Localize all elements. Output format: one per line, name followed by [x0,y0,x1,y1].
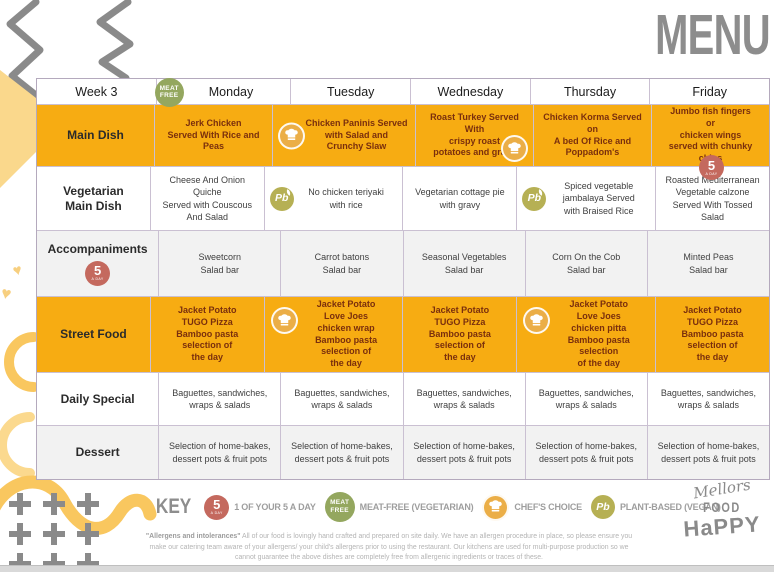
menu-cell: Jacket Potato TUGO Pizza Bamboo pasta se… [403,297,518,373]
menu-cell: Baguettes, sandwiches, wraps & salads [281,373,404,426]
plant-based-icon: Pb [269,186,294,211]
key-item-chefs-choice: CHEF'S CHOICE [482,493,582,521]
menu-cell: Seasonal Vegetables Salad bar [403,231,526,297]
key-item-meat-free: MEAT FREE MEAT-FREE (VEGETARIAN) [324,492,474,522]
row-dessert: Dessert Selection of home-bakes, dessert… [37,426,770,479]
menu-cell: Roast Turkey Served With crispy roast po… [416,105,534,167]
row-vegetarian-main-dish: Vegetarian Main Dish Cheese And Onion Qu… [37,155,769,231]
row-street-food: Street Food Jacket Potato TUGO Pizza Bam… [37,297,769,373]
row-label-dessert: Dessert [37,426,160,479]
menu-cell: Selection of home-bakes, dessert pots & … [281,426,404,479]
plus-grid-icon [9,493,99,572]
chefs-choice-icon [482,493,510,521]
meat-free-icon: MEAT FREE [324,492,355,522]
menu-cell: Selection of home-bakes, dessert pots & … [159,426,282,479]
day-header-thursday: Thursday [530,79,651,105]
menu-cell: Baguettes, sandwiches, wraps & salads [159,373,282,426]
menu-cell: Jerk Chicken Served With Rice and Peas [155,105,273,167]
allergen-note-body: All of our food is lovingly hand crafted… [149,533,633,562]
chefs-choice-icon [270,307,298,334]
day-header-monday: MEAT FREE Monday [154,78,292,107]
row-main-dish: Main Dish Jerk Chicken Served With Rice … [37,105,769,167]
menu-cell: Minted Peas Salad bar [647,231,770,297]
plant-based-icon: Pb [522,186,547,211]
allergen-note: "Allergens and intolerances" All of our … [142,532,636,564]
menu-cell: Jacket Potato TUGO Pizza Bamboo pasta se… [150,297,265,373]
menu-cell: Sweetcorn Salad bar [159,231,282,297]
menu-cell: Corn On the Cob Salad bar [525,231,648,297]
menu-cell: Cheese And Onion Quiche Served with Cous… [150,167,265,231]
menu-cell: Pb No chicken teriyaki with rice [264,167,404,231]
plant-based-icon: Pb [590,491,719,519]
day-header-friday: Friday [650,79,770,105]
heart-icon: ♥ [11,261,24,280]
menu-cell: Baguettes, sandwiches, wraps & salads [525,373,648,426]
row-label-daily-special: Daily Special [37,373,160,426]
brand-logo: Mellors FOOD HaPPY [676,476,768,542]
yellow-corner-shape [0,70,36,188]
menu-cell: Vegetarian cottage pie with gravy [403,167,518,231]
menu-cell: Selection of home-bakes, dessert pots & … [525,426,648,479]
menu-cell: Jacket Potato TUGO Pizza Bamboo pasta se… [656,297,769,373]
meat-free-icon: MEAT FREE [154,78,184,107]
menu-cell: Baguettes, sandwiches, wraps & salads [403,373,526,426]
menu-cell: Pb Spiced vegetable jambalaya Served wit… [517,167,657,231]
menu-cell: Baguettes, sandwiches, wraps & salads [647,373,770,426]
chefs-choice-icon [523,307,551,334]
bottom-edge-strip [0,565,774,572]
logo-food: FOOD [703,499,741,515]
week-label: Week 3 [37,79,157,105]
menu-table: Week 3 MEAT FREE Monday Tuesday Wednesday… [36,78,770,480]
page-title: MENU [655,3,770,67]
menu-cell: Chicken Korma Served on A bed Of Rice an… [534,105,652,167]
day-header-wednesday: Wednesday [411,79,531,105]
wave-squiggle-icon [0,475,157,535]
menu-cell: Chicken Paninis Served with Salad and Cr… [273,105,416,167]
heart-icon: ♥ [0,283,14,304]
row-label-street-food: Street Food [37,297,151,373]
menu-cell: Jacket Potato Love Joes chicken wrap Bam… [264,297,404,373]
day-header-tuesday: Tuesday [291,79,412,105]
chefs-choice-icon [278,122,305,149]
key-item-plant-based: Pb PLANT-BASED (VEGAN) [590,491,721,519]
menu-cell: Selection of home-bakes, dessert pots & … [647,426,770,479]
row-daily-special: Daily Special Baguettes, sandwiches, wra… [37,373,770,426]
row-label-main-dish: Main Dish [37,105,155,167]
allergen-note-lead: "Allergens and intolerances" [145,533,241,540]
menu-cell: Carrot batons Salad bar [281,231,404,297]
menu-cell: Jacket Potato Love Joes chicken pitta Ba… [517,297,657,373]
row-label-vegetarian: Vegetarian Main Dish [37,167,151,231]
menu-cell: Selection of home-bakes, dessert pots & … [403,426,526,479]
chefs-choice-icon [501,135,528,162]
key-title: KEY [155,495,192,518]
arc-squiggle-icon [0,332,39,478]
logo-happy: HaPPY [682,511,762,542]
table-header-row: Week 3 MEAT FREE Monday Tuesday Wednesday… [37,78,770,107]
